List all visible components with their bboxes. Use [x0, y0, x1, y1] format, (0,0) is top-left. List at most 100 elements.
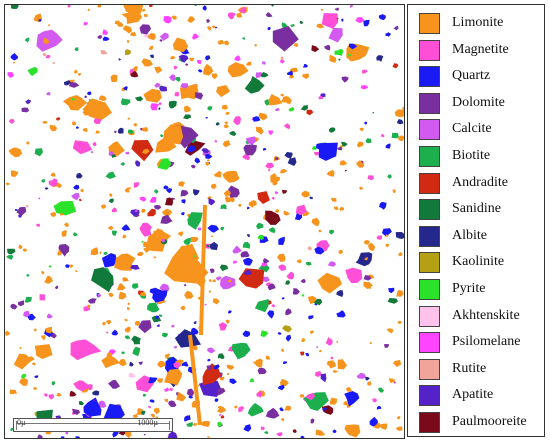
legend-label: Quartz: [452, 68, 491, 84]
mineral-grain: [220, 275, 236, 290]
mineral-grain: [300, 351, 305, 356]
mineral-grain: [118, 58, 122, 61]
mineral-grain: [217, 406, 223, 411]
mineral-grain: [261, 61, 266, 65]
mineral-grain: [31, 362, 36, 366]
mineral-grain: [385, 243, 390, 248]
mineral-grain: [263, 431, 269, 435]
mineral-grain: [43, 121, 46, 124]
mineral-grain: [220, 87, 225, 92]
legend-label: Rutite: [452, 360, 487, 376]
mineral-grain: [267, 310, 275, 319]
mineral-grain: [7, 72, 14, 78]
legend-swatch: [419, 119, 440, 141]
mineral-grain: [107, 225, 114, 230]
mineral-grain: [215, 123, 219, 126]
mineral-grain: [111, 154, 117, 158]
mineral-grain: [302, 294, 305, 297]
mineral-grain: [43, 37, 50, 45]
mineral-grain: [38, 197, 41, 200]
mineral-grain: [111, 207, 118, 213]
mineral-grain: [76, 172, 83, 179]
mineral-grain: [233, 116, 241, 126]
mineral-grain: [398, 251, 403, 257]
mineral-grain: [79, 198, 82, 202]
mineral-grain: [225, 319, 230, 324]
mineral-grain: [376, 235, 383, 240]
mineral-grain: [24, 296, 32, 303]
mineral-grain: [168, 100, 177, 109]
mineral-grain: [132, 346, 141, 357]
legend-swatch: [419, 225, 440, 247]
mineral-grain: [339, 160, 348, 166]
mineral-grain: [141, 58, 153, 67]
mineral-grain: [142, 8, 146, 12]
mineral-grain: [67, 5, 71, 8]
mineral-grain: [8, 147, 23, 158]
mineral-grain: [63, 95, 87, 111]
mineral-grain: [44, 393, 48, 397]
mineral-grain: [147, 32, 156, 41]
mineral-grain: [318, 229, 322, 233]
mineral-grain: [131, 140, 154, 162]
mineral-grain: [193, 189, 200, 196]
mineral-grain: [46, 313, 53, 319]
mineral-grain: [183, 114, 192, 120]
mineral-grain: [148, 377, 158, 384]
mineral-grain: [320, 373, 327, 383]
legend-label: Calcite: [452, 121, 492, 137]
mineral-grain: [69, 82, 80, 88]
mineral-legend: Limonite Magnetite Quartz Dolomite Calcite Bi…: [407, 4, 545, 437]
mineral-grain: [148, 405, 151, 409]
mineral-grain: [83, 397, 102, 417]
mineral-grain: [50, 172, 56, 177]
mineral-grain: [280, 93, 284, 97]
mineral-grain: [388, 287, 395, 294]
mineral-grain: [164, 353, 171, 359]
mineral-grain: [212, 279, 216, 283]
mineral-grain: [142, 148, 150, 155]
mineral-grain: [141, 410, 146, 415]
mineral-grain: [101, 253, 117, 268]
mineral-grain: [332, 429, 337, 434]
legend-swatch: [419, 358, 440, 380]
mineral-grain: [145, 228, 172, 252]
mineral-grain: [169, 387, 174, 391]
mineral-grain: [302, 64, 308, 68]
mineral-grain: [265, 355, 271, 360]
mineral-grain: [222, 140, 231, 148]
mineral-grain: [299, 21, 304, 25]
mineral-grain: [158, 314, 163, 318]
legend-label: Pyrite: [452, 281, 486, 296]
mineral-grain: [13, 353, 32, 370]
mineral-grain: [243, 424, 252, 432]
mineral-grain: [164, 368, 183, 386]
mineral-grain: [8, 119, 15, 124]
mineral-grain: [19, 347, 22, 349]
mineral-grain: [363, 121, 367, 125]
mineral-grain: [206, 436, 210, 438]
mineral-grain: [158, 107, 161, 110]
mineral-grain: [157, 360, 167, 368]
mineral-grain: [285, 280, 291, 285]
mineral-grain: [60, 212, 64, 216]
mineral-grain: [155, 315, 160, 320]
mineral-grain: [245, 136, 257, 145]
mineral-grain: [316, 346, 318, 349]
mineral-grain: [166, 188, 173, 194]
mineral-grain: [356, 141, 364, 148]
mineral-grain: [281, 297, 285, 300]
mineral-grain: [23, 310, 30, 318]
mineral-grain: [233, 405, 238, 409]
mineral-grain: [300, 105, 308, 111]
mineral-grain: [99, 251, 102, 255]
mineral-grain: [188, 395, 193, 399]
mineral-grain: [208, 279, 212, 283]
mineral-grain: [280, 59, 285, 64]
legend-item: Psilomelane: [408, 331, 544, 357]
mineral-grain: [380, 423, 388, 430]
mineral-grain: [207, 347, 216, 354]
legend-item: Andradite: [408, 172, 544, 198]
mineral-grain: [16, 207, 27, 216]
mineral-grain: [279, 407, 284, 412]
